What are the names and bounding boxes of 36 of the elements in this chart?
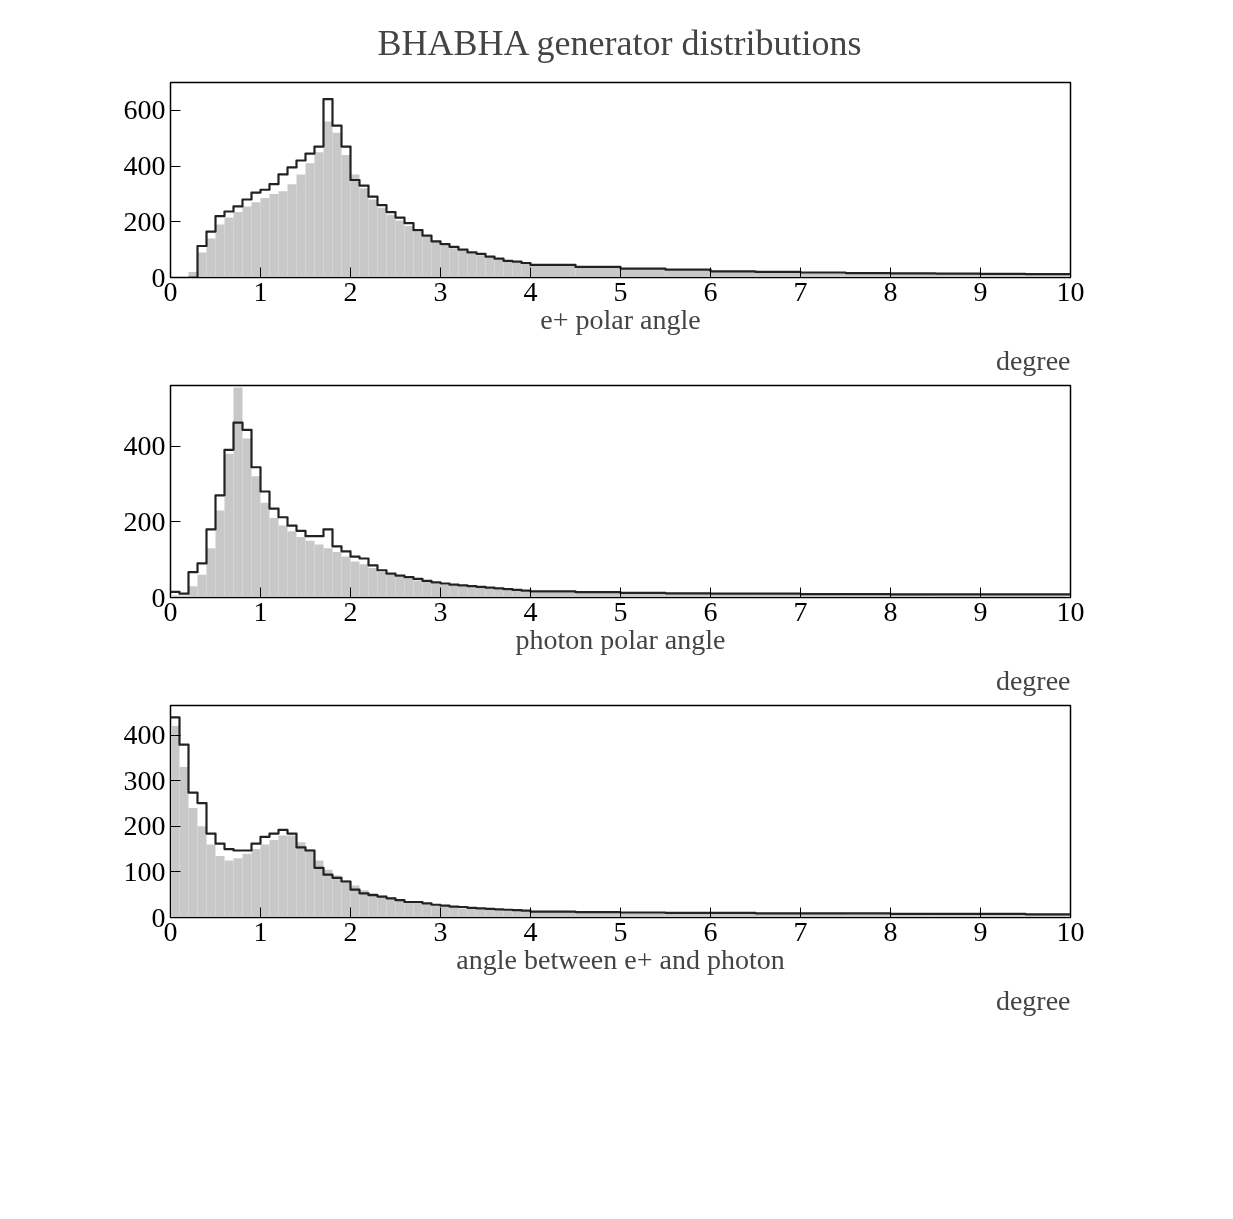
x-tick-label: 9 bbox=[973, 275, 988, 307]
y-tick-label: 400 bbox=[123, 150, 166, 182]
x-tick-label: 2 bbox=[343, 915, 358, 947]
x-tick-label: 1 bbox=[253, 915, 268, 947]
y-tick-label: 200 bbox=[123, 810, 166, 842]
x-tick-label: 9 bbox=[973, 595, 988, 627]
y-tick-label: 200 bbox=[123, 205, 166, 237]
text: degree bbox=[995, 984, 1071, 1016]
x-tick-label: 3 bbox=[433, 595, 448, 627]
x-tick-label: 8 bbox=[883, 275, 898, 307]
x-tick-label: 7 bbox=[793, 915, 808, 947]
x-tick-label: 7 bbox=[793, 275, 808, 307]
y-tick-label: 400 bbox=[123, 719, 166, 751]
y-tick-label: 400 bbox=[123, 430, 166, 462]
x-tick-label: 4 bbox=[523, 275, 538, 307]
x-tick-label: 7 bbox=[793, 595, 808, 627]
x-tick-label: 1 bbox=[253, 275, 268, 307]
x-tick-label: 2 bbox=[343, 275, 358, 307]
chart-title: BHABHA generator distributions bbox=[377, 22, 862, 63]
x-tick-label: 10 bbox=[1056, 595, 1085, 627]
x-tick-label: 1 bbox=[253, 595, 268, 627]
y-tick-label: 100 bbox=[123, 855, 166, 887]
y-tick-label: 600 bbox=[123, 94, 166, 126]
x-tick-label: 8 bbox=[883, 915, 898, 947]
text: degree bbox=[995, 664, 1071, 696]
x-tick-label: 3 bbox=[433, 275, 448, 307]
text: degree bbox=[995, 344, 1071, 376]
x-tick-label: 10 bbox=[1056, 915, 1085, 947]
x-tick-label: 10 bbox=[1056, 275, 1085, 307]
y-tick-label: 200 bbox=[123, 505, 166, 537]
x-tick-label: 9 bbox=[973, 915, 988, 947]
y-tick-label: 300 bbox=[123, 764, 166, 796]
x-tick-label: 6 bbox=[703, 275, 718, 307]
x-tick-label: 3 bbox=[433, 915, 448, 947]
x-tick-label: 2 bbox=[343, 595, 358, 627]
x-tick-label: 8 bbox=[883, 595, 898, 627]
